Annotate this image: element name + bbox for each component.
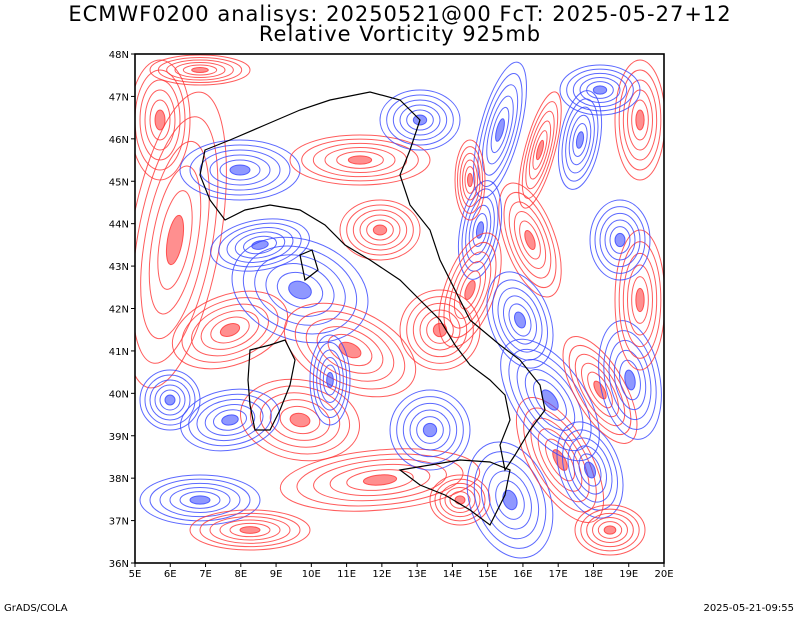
lat-label: 42N [109, 305, 129, 316]
italy-coastline [199, 91, 546, 472]
negative-vorticity-band [557, 90, 603, 190]
positive-vorticity-band [614, 229, 664, 371]
coastline [199, 91, 546, 526]
lon-label: 20E [654, 569, 673, 580]
positive-vorticity-band [289, 134, 431, 186]
lon-label: 12E [372, 569, 391, 580]
lon-label: 16E [513, 569, 532, 580]
lon-label: 7E [199, 569, 212, 580]
lat-label: 47N [109, 92, 129, 103]
lat-label: 43N [109, 262, 129, 273]
lon-label: 6E [164, 569, 177, 580]
map-subtitle: Relative Vorticity 925mb [258, 22, 542, 46]
negative-vorticity-band [179, 388, 281, 452]
lon-label: 14E [443, 569, 462, 580]
positive-vorticity-band [149, 54, 251, 86]
lon-label: 19E [619, 569, 638, 580]
negative-vorticity-band [559, 64, 641, 116]
positive-vorticity-band [339, 199, 421, 261]
negative-vorticity-band [486, 271, 554, 369]
lat-label: 41N [109, 347, 129, 358]
lon-label: 8E [234, 569, 247, 580]
sardinia-coastline [247, 339, 296, 431]
lon-label: 13E [408, 569, 427, 580]
positive-vorticity-band [135, 91, 227, 389]
positive-vorticity-band [498, 182, 562, 298]
negative-vorticity-band [556, 421, 624, 519]
lon-label: 18E [584, 569, 603, 580]
lon-label: 17E [549, 569, 568, 580]
lat-label: 37N [109, 517, 129, 528]
positive-vorticity-band [574, 504, 646, 556]
vorticity-contours [135, 54, 664, 559]
corsica-coastline [299, 249, 319, 282]
sicily-coastline [398, 459, 511, 526]
negative-vorticity-band [179, 139, 301, 201]
positive-vorticity-band [399, 289, 481, 371]
software-credit: GrADS/COLA [4, 603, 68, 614]
negative-vorticity-band [500, 338, 600, 462]
render-timestamp: 2025-05-21-09:55 [703, 603, 794, 614]
negative-vorticity-band [389, 389, 471, 471]
positive-vorticity-band [135, 59, 191, 181]
lat-label: 36N [109, 559, 129, 570]
lon-label: 10E [302, 569, 321, 580]
positive-vorticity-band [614, 59, 664, 181]
lat-label: 40N [109, 389, 129, 400]
lon-label: 11E [337, 569, 356, 580]
negative-vorticity-band [309, 334, 351, 426]
lat-label: 44N [109, 220, 129, 231]
map-title: ECMWF0200 analisys: 20250521@00 FcT: 202… [68, 2, 732, 26]
negative-vorticity-band [139, 474, 261, 526]
negative-vorticity-band [598, 320, 662, 440]
lat-label: 48N [109, 50, 129, 61]
negative-vorticity-band [473, 61, 527, 199]
positive-vorticity-band [454, 139, 486, 221]
positive-vorticity-band [515, 397, 605, 523]
longitude-axis: 5E 6E 7E 8E 9E 10E 11E 12E 13E 14E 15E 16E 17E 18E 19E… [129, 563, 674, 580]
positive-vorticity-band [171, 290, 289, 370]
negative-vorticity-band [210, 218, 310, 272]
lon-label: 15E [478, 569, 497, 580]
positive-vorticity-band [189, 509, 311, 551]
positive-vorticity-band [518, 91, 562, 209]
lat-label: 46N [109, 135, 129, 146]
map-field [135, 54, 664, 563]
negative-vorticity-band [231, 236, 369, 344]
lat-label: 45N [109, 177, 129, 188]
positive-vorticity-band [438, 232, 502, 348]
latitude-axis: 36N 37N 38N 39N 40N 41N 42N 43N 44N 45N 46N 47N 48N [109, 50, 135, 570]
lat-label: 38N [109, 474, 129, 485]
negative-vorticity-band [379, 89, 461, 151]
lat-label: 39N [109, 432, 129, 443]
negative-vorticity-band [139, 369, 201, 431]
positive-vorticity-band [279, 448, 481, 512]
negative-vorticity-band [589, 199, 651, 281]
lon-label: 9E [270, 569, 283, 580]
lon-label: 5E [129, 569, 142, 580]
